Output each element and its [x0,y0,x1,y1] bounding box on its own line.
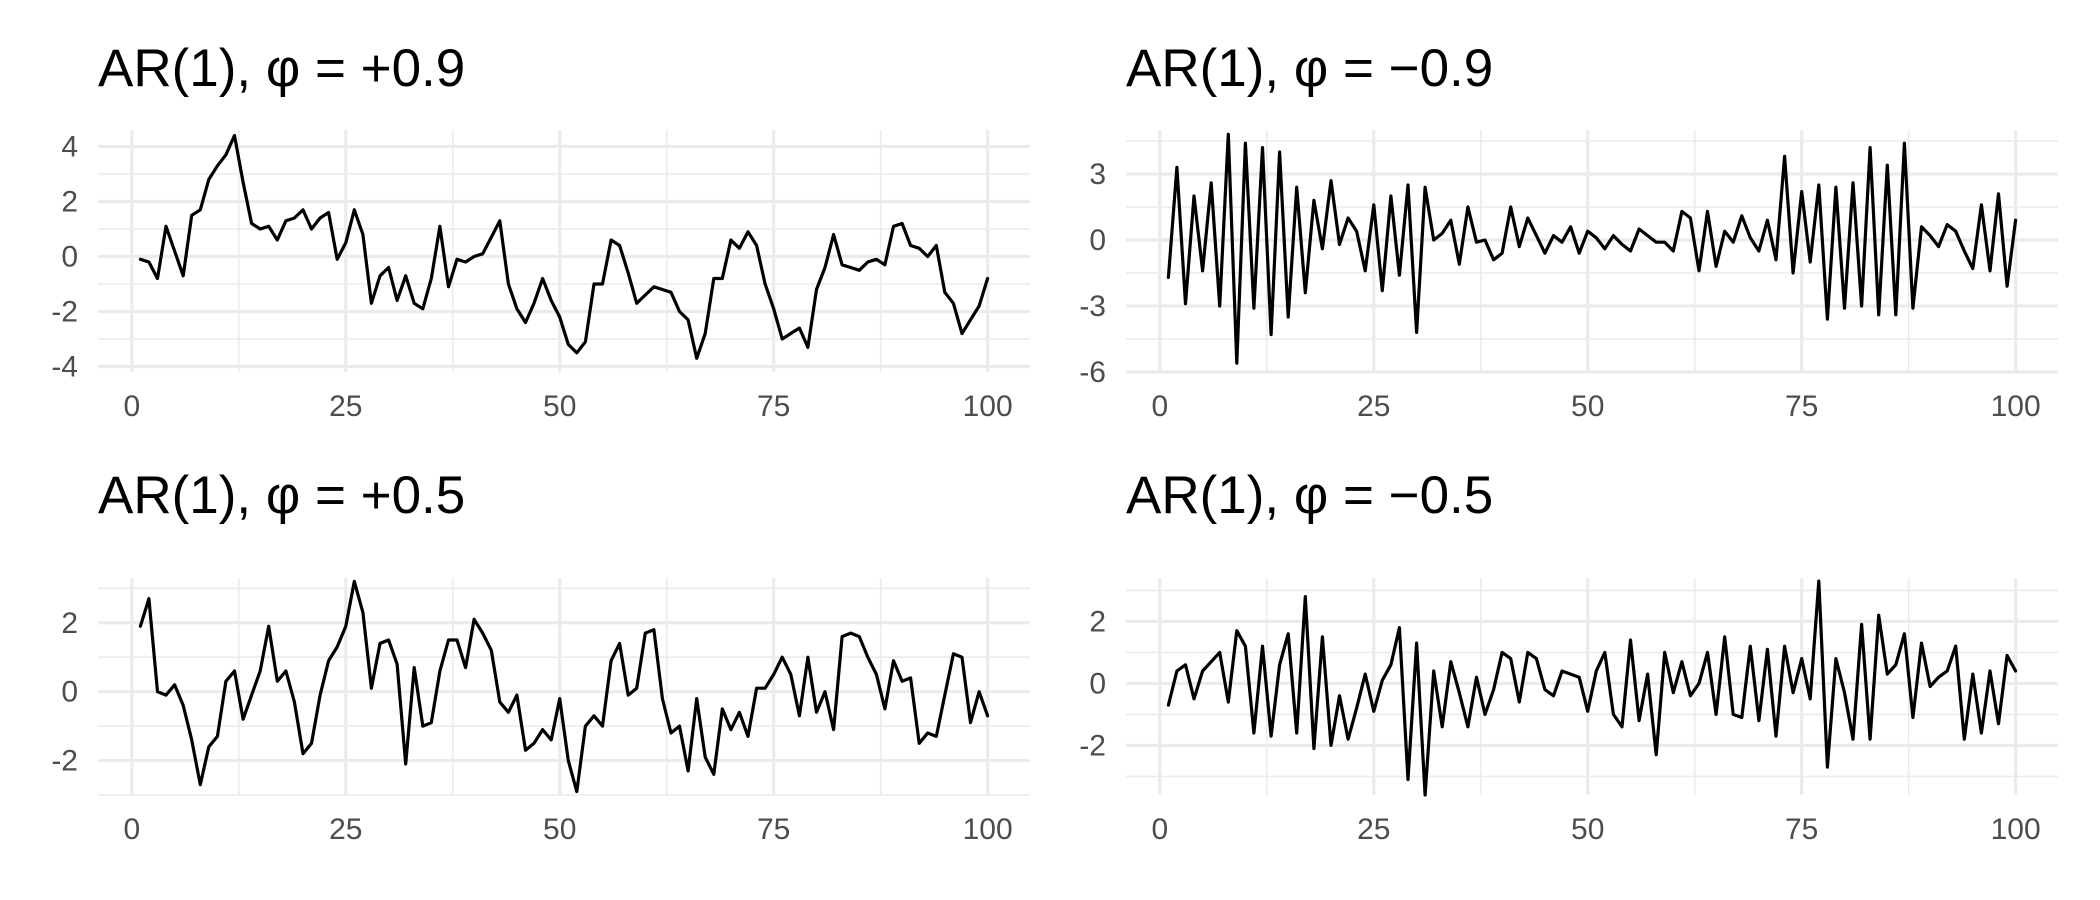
x-tick-label: 50 [1571,813,1604,846]
panel-phi-pos-05: AR(1), φ = +0.5 0 25 50 75 100 -2 0 2 [51,466,1030,846]
y-tick-label: 4 [61,131,78,164]
x-tick-label: 75 [757,390,790,423]
y-tick-label: 0 [61,241,78,274]
x-tick-label: 50 [543,813,576,846]
x-tick-label: 75 [1785,813,1818,846]
y-tick-label: 0 [1089,667,1106,700]
y-tick-label: -2 [51,296,78,329]
grid [98,130,1030,372]
x-tick-label: 0 [1151,813,1168,846]
y-tick-label: 0 [61,676,78,709]
x-tick-label: 100 [963,813,1013,846]
x-tick-label: 0 [1151,390,1168,423]
grid [1126,578,2058,795]
series-line [1166,132,2018,365]
x-tick-label: 100 [1991,813,2041,846]
series-line [138,133,990,360]
x-tick-label: 25 [329,813,362,846]
x-tick-label: 25 [1357,390,1390,423]
x-tick-label: 100 [963,390,1013,423]
panel-title: AR(1), φ = +0.9 [98,39,465,98]
x-tick-label: 100 [1991,390,2041,423]
x-tick-label: 0 [123,390,140,423]
x-tick-label: 25 [329,390,362,423]
y-tick-label: -2 [1079,729,1106,762]
panel-phi-neg-05: AR(1), φ = −0.5 0 25 50 75 100 -2 0 2 [1079,466,2058,846]
y-tick-label: 2 [61,186,78,219]
panel-phi-pos-09: AR(1), φ = +0.9 0 25 50 75 100 -4 -2 0 2 4 [51,39,1030,423]
grid [1126,130,2058,374]
x-tick-label: 0 [123,813,140,846]
panel-title: AR(1), φ = −0.5 [1126,466,1493,525]
y-tick-label: -2 [51,745,78,778]
x-tick-label: 75 [757,813,790,846]
panel-title: AR(1), φ = −0.9 [1126,39,1493,98]
series-line [1166,579,2018,797]
y-tick-label: 0 [1089,224,1106,257]
y-tick-label: -6 [1079,356,1106,389]
panel-phi-neg-09: AR(1), φ = −0.9 0 25 50 75 100 -6 -3 0 3 [1079,39,2058,423]
series-line [138,579,990,794]
x-tick-label: 50 [1571,390,1604,423]
x-tick-label: 25 [1357,813,1390,846]
y-tick-label: 2 [1089,605,1106,638]
x-tick-label: 50 [543,390,576,423]
y-tick-label: 3 [1089,158,1106,191]
grid [98,578,1030,796]
x-tick-label: 75 [1785,390,1818,423]
panel-title: AR(1), φ = +0.5 [98,466,465,525]
y-tick-label: -4 [51,351,78,384]
y-tick-label: -3 [1079,290,1106,323]
y-tick-label: 2 [61,607,78,640]
